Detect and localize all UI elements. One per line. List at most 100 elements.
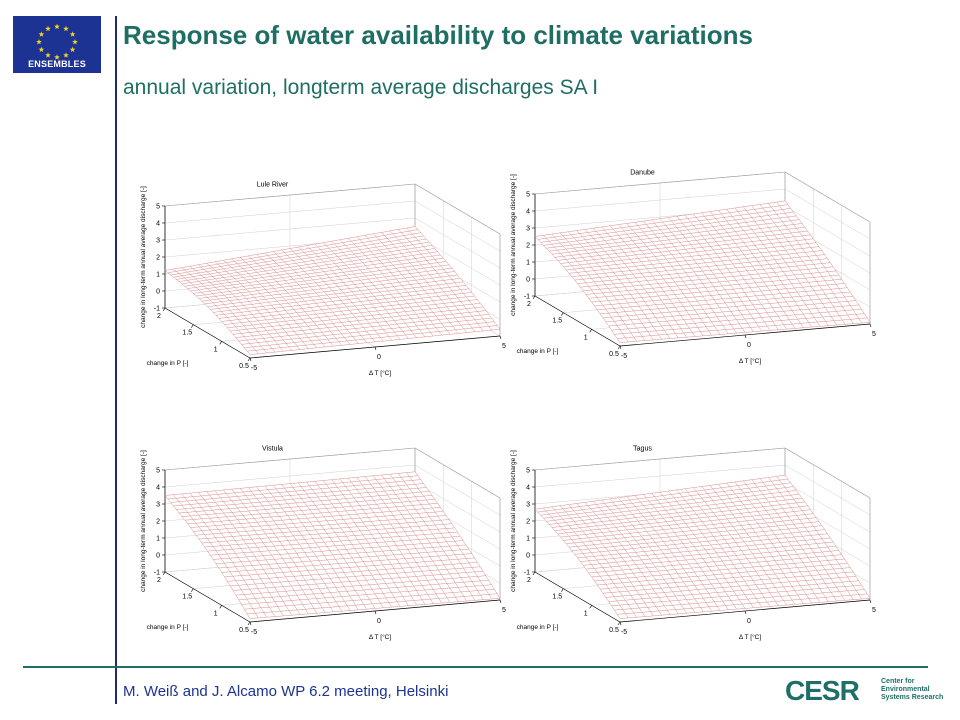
y-tick-label: 5 [502,607,506,614]
y-tick [869,599,872,604]
surface-fill [535,475,870,619]
cesr-logo-letters: CESR [785,675,860,706]
surface-mesh-line [181,493,267,618]
surface-mesh-line [173,494,259,619]
surface-mesh-line [601,499,687,614]
surface-mesh-line [668,217,754,332]
surface-mesh-line [223,489,309,615]
surface-mesh-line [273,251,359,344]
surface-mesh-line [164,270,251,355]
surface-mesh-line [314,243,401,340]
surface-mesh-line [223,260,309,349]
surface-mesh-line [239,488,326,613]
y-tick-label: 0 [747,618,751,625]
y-tick [744,334,747,339]
x-tick-label: 1.5 [552,594,562,601]
surface-mesh-line [398,473,484,600]
grid-line [414,217,501,269]
surface-mesh-line [164,495,251,619]
surface-mesh-line [206,491,292,616]
z-tick-label: -1 [154,570,160,577]
x-tick-label: 0.5 [609,351,619,358]
y-axis-label: Δ T [°C] [369,633,392,641]
x-tick [191,588,194,592]
x-tick [219,341,222,345]
surface-mesh-line [584,229,671,339]
surface-mesh-line [576,503,662,616]
surface-mesh-line [373,233,459,334]
cesr-line-3: Systems Research [881,694,944,701]
z-tick-label: 0 [526,553,530,560]
z-axis-label: change in long-term annual average disch… [140,450,147,592]
box-edge [784,447,871,499]
surface-mesh-line [659,218,746,333]
surface-mesh-line [348,477,434,604]
surface-mesh-line [651,219,737,334]
surface-plot-danube: -1 0 1 2 3 4 5 0.5 1 1.5 2 -5 0 5 change in P [-] Δ T [… [510,169,876,365]
z-tick-label: 0 [526,277,530,284]
surface-mesh-line [684,488,771,607]
x-axis-label: change in P [-] [147,624,189,631]
surface-mesh-line [534,508,621,619]
surface-mesh-line [189,266,276,353]
box-edge [414,183,501,235]
box-edge [414,447,501,499]
surface-mesh-line [389,230,476,332]
ensembles-logo: ENSEMBLES [13,16,101,73]
vertical-divider [115,16,117,704]
star-icon [69,46,76,53]
grid-line [414,481,501,533]
grid-line [784,464,871,516]
star-icon [63,52,69,58]
z-tick-label: 3 [526,226,530,233]
x-tick [561,588,564,592]
box-edge [164,183,416,207]
z-tick-label: 1 [156,272,160,279]
y-axis-label: Δ T [°C] [739,357,762,365]
z-tick-label: 2 [156,255,160,262]
y-tick [744,610,747,615]
surface-mesh-line [609,225,696,337]
surface-fill [165,471,500,619]
y-tick [499,599,502,604]
surface-mesh-line [339,478,426,605]
x-tick [617,345,621,350]
surface-mesh-line [406,472,492,600]
surface-mesh-line [726,209,812,328]
y-tick-label: 5 [872,331,876,338]
surface-mesh-line [618,497,704,612]
star-icon [69,31,76,37]
grid-line [784,481,871,533]
star-icon [54,23,60,30]
y-tick [499,335,502,340]
surface-mesh-line [543,507,629,619]
surface-mesh-line [609,498,696,613]
surface-mesh-line [743,206,829,326]
x-tick [532,295,536,300]
surface-plot-vistula: -1 0 1 2 3 4 5 0.5 1 1.5 2 -5 0 5 change in P [-] Δ T [… [140,445,506,641]
x-tick-label: 1.5 [182,330,192,337]
y-axis-label: Δ T [°C] [369,369,392,377]
surface-mesh-line [784,475,871,599]
surface-mesh-line [659,492,746,609]
surface-mesh-line [398,229,484,332]
star-icon [72,39,78,45]
box-edge [164,447,416,471]
x-tick [191,324,194,328]
star-icon [54,54,60,60]
surface-mesh-line [751,205,837,326]
surface-mesh-line [709,485,796,605]
surface-mesh-line [198,492,284,617]
grid-line [414,200,501,252]
surface-mesh-line [784,200,871,323]
x-tick [247,357,251,362]
surface-mesh-line [718,484,804,604]
surface-mesh-line [331,479,417,606]
x-tick [532,571,536,576]
surface-mesh-line [601,226,687,338]
y-tick-label: -5 [251,365,257,372]
cesr-logo: CESR Center for Environmental Systems Re… [785,675,943,706]
surface-mesh-line [323,480,409,606]
y-tick-label: 0 [747,342,751,349]
surface-mesh-line [306,245,392,341]
